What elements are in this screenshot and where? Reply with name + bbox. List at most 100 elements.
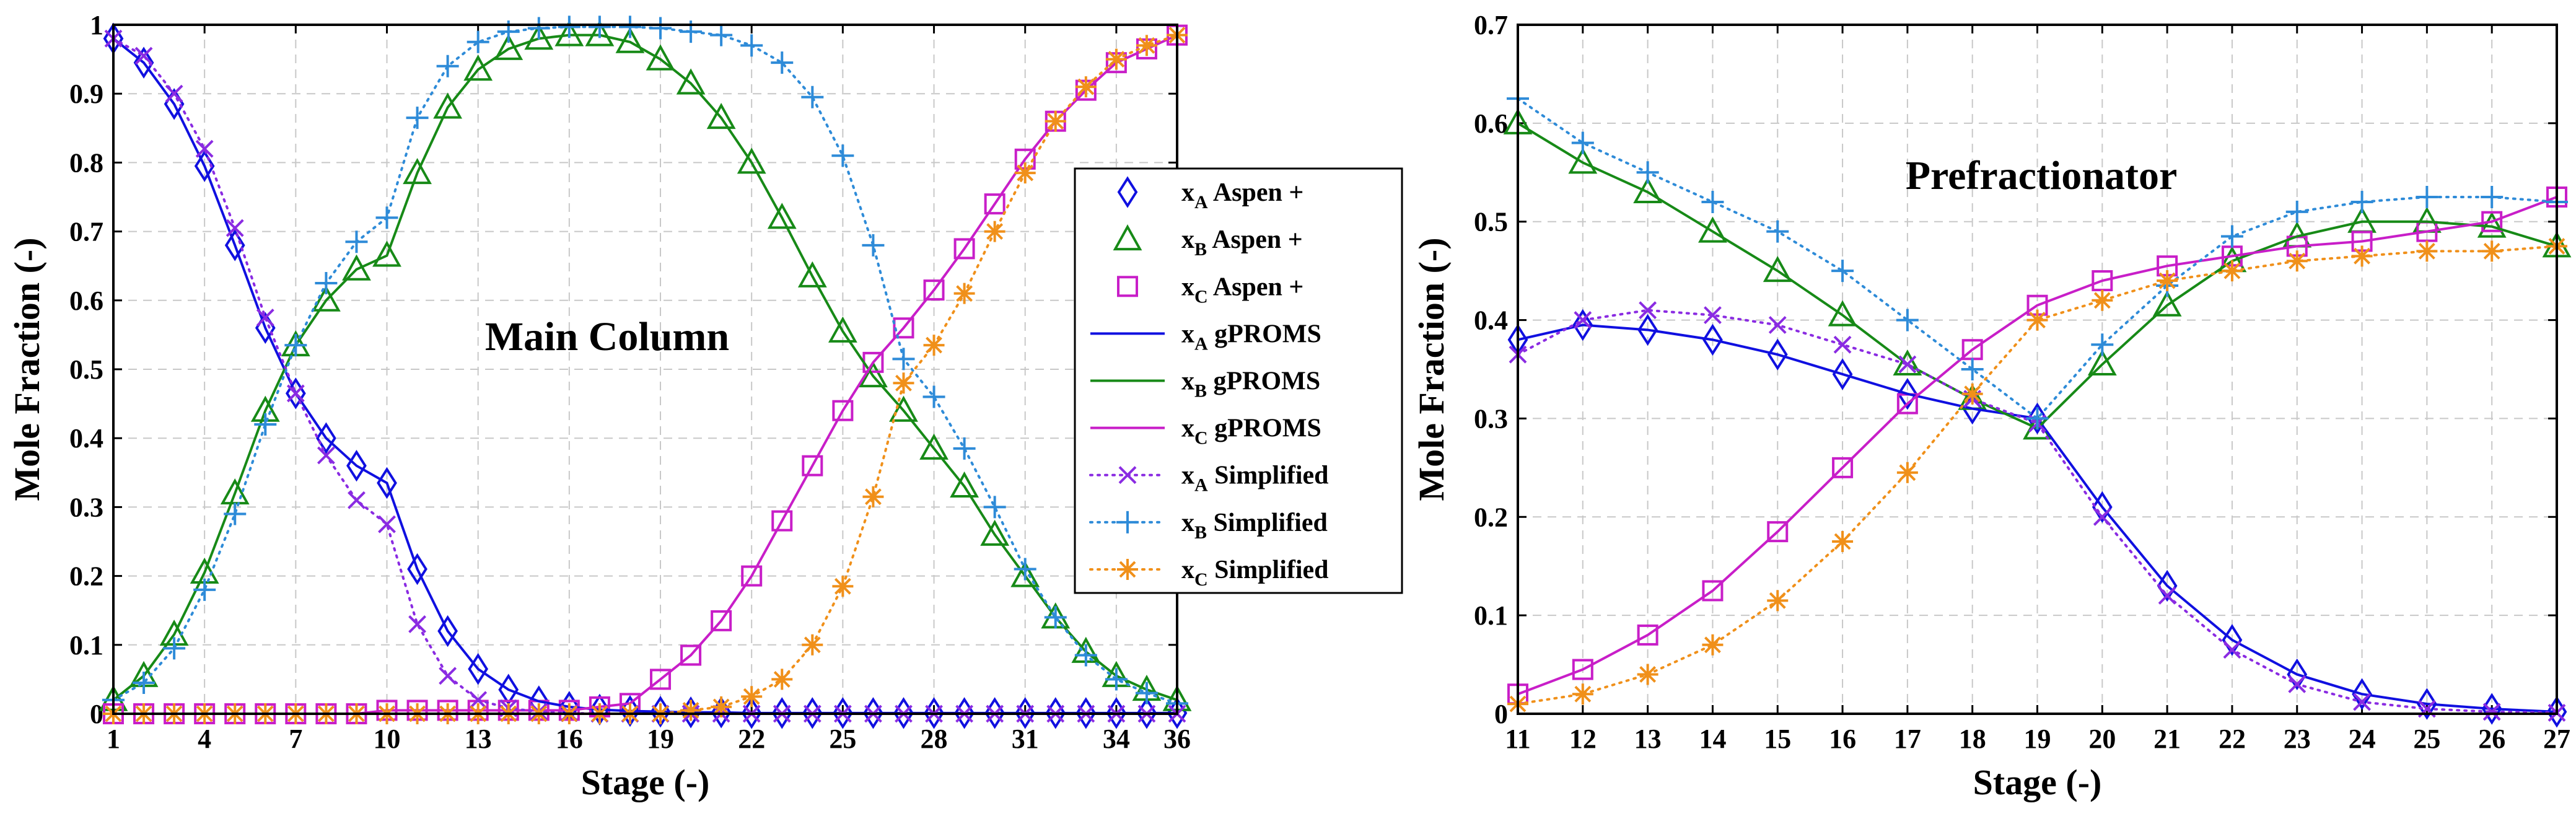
data-point	[439, 667, 457, 685]
legend-label: xC gPROMS	[1181, 415, 1321, 449]
data-point	[980, 519, 1010, 546]
data-point	[2158, 586, 2176, 605]
series-xb-simplified	[1507, 87, 2568, 430]
x-axis-label: Stage (-)	[1973, 762, 2102, 802]
data-point	[1828, 300, 1857, 327]
data-point	[832, 576, 854, 597]
y-tick-label: 0.8	[69, 147, 103, 178]
data-point	[407, 553, 427, 586]
data-point	[406, 107, 429, 129]
y-tick-label: 0.9	[69, 79, 103, 109]
data-point	[372, 240, 401, 267]
gridlines	[1518, 25, 2557, 714]
data-point	[1572, 659, 1593, 680]
y-tick-label: 1	[90, 10, 103, 40]
series-xc-simplified	[1507, 235, 2567, 715]
data-point	[859, 361, 888, 388]
x-tick-label: 23	[2284, 724, 2311, 754]
data-point	[741, 686, 763, 708]
data-point	[1763, 256, 1792, 283]
legend-marker	[1116, 511, 1139, 533]
legend-label: xB Aspen +	[1181, 226, 1303, 260]
series-line	[112, 25, 1178, 705]
legend-label: xA Aspen +	[1181, 178, 1303, 213]
data-point	[134, 46, 153, 65]
legend-label: xA Simplified	[1181, 462, 1329, 496]
data-point	[2285, 200, 2308, 223]
data-point	[317, 446, 335, 465]
data-point	[165, 84, 183, 103]
data-point	[193, 578, 216, 601]
y-tick-label: 0.6	[69, 286, 103, 316]
data-point	[797, 261, 827, 287]
legend-marker	[1117, 558, 1138, 580]
data-point	[680, 700, 702, 721]
data-point	[2026, 309, 2048, 331]
y-axis-label: Mole Fraction (-)	[7, 237, 47, 501]
data-point	[2417, 688, 2437, 720]
x-tick-label: 16	[556, 724, 583, 754]
data-point	[1833, 335, 1852, 354]
plot-area	[113, 25, 1177, 714]
data-point	[953, 238, 975, 260]
data-point	[468, 652, 489, 685]
axes-frame	[1517, 24, 2558, 715]
data-point	[737, 147, 766, 174]
data-point	[1896, 309, 1919, 331]
data-point	[286, 384, 305, 403]
legend-label: xB gPROMS	[1181, 367, 1320, 401]
legend-item: xA Aspen +	[1117, 176, 1303, 213]
data-point	[1074, 644, 1097, 667]
data-point	[1075, 76, 1097, 98]
series-line	[1517, 309, 2558, 714]
data-point	[1767, 338, 1788, 371]
data-point	[1105, 48, 1127, 70]
data-point	[2350, 190, 2373, 213]
data-point	[1702, 323, 1723, 356]
data-point	[923, 279, 945, 301]
data-point	[1702, 634, 1724, 656]
y-tick-label: 0.4	[69, 423, 103, 454]
data-point	[558, 15, 580, 38]
x-tick-label: 13	[465, 724, 492, 754]
data-point	[284, 334, 307, 357]
data-point	[1831, 260, 1854, 283]
data-point	[1010, 561, 1040, 587]
data-point	[1767, 590, 1789, 612]
data-point	[224, 502, 247, 525]
x-tick-label: 10	[374, 724, 401, 754]
data-point	[1044, 606, 1067, 629]
legend-marker	[1117, 276, 1138, 297]
data-point	[1639, 301, 1657, 320]
data-point	[1701, 190, 1724, 213]
data-point	[2152, 290, 2182, 317]
data-point	[740, 34, 763, 57]
x-tick-label: 1	[107, 724, 120, 754]
x-tick-label: 24	[2349, 724, 2376, 754]
data-point	[195, 139, 214, 158]
data-point	[1014, 558, 1036, 581]
data-point	[436, 55, 459, 77]
data-point	[467, 30, 489, 53]
data-point	[1768, 316, 1787, 334]
data-point	[1832, 531, 1854, 552]
data-point	[2481, 211, 2503, 232]
data-point	[711, 610, 732, 631]
data-point	[828, 316, 857, 343]
data-point	[2026, 407, 2049, 430]
data-point	[469, 691, 488, 709]
data-point	[680, 644, 702, 666]
data-point	[226, 219, 244, 237]
y-tick-label: 0.2	[1474, 502, 1508, 532]
data-point	[2157, 569, 2178, 602]
series-xb-simplified	[102, 15, 1188, 715]
x-tick-label: 22	[2219, 724, 2246, 754]
legend-marker	[1117, 176, 1138, 208]
axis-ticks: 11 12 13 14 15 16 17 18 19 20 21 22 23 24 25 26 27 0 0.1 0.…	[1474, 10, 2570, 754]
data-point	[2221, 260, 2243, 282]
data-point	[1766, 220, 1789, 243]
data-point	[527, 17, 550, 40]
data-point	[315, 272, 338, 294]
x-tick-label: 19	[2024, 724, 2051, 754]
series-group	[1503, 87, 2572, 728]
